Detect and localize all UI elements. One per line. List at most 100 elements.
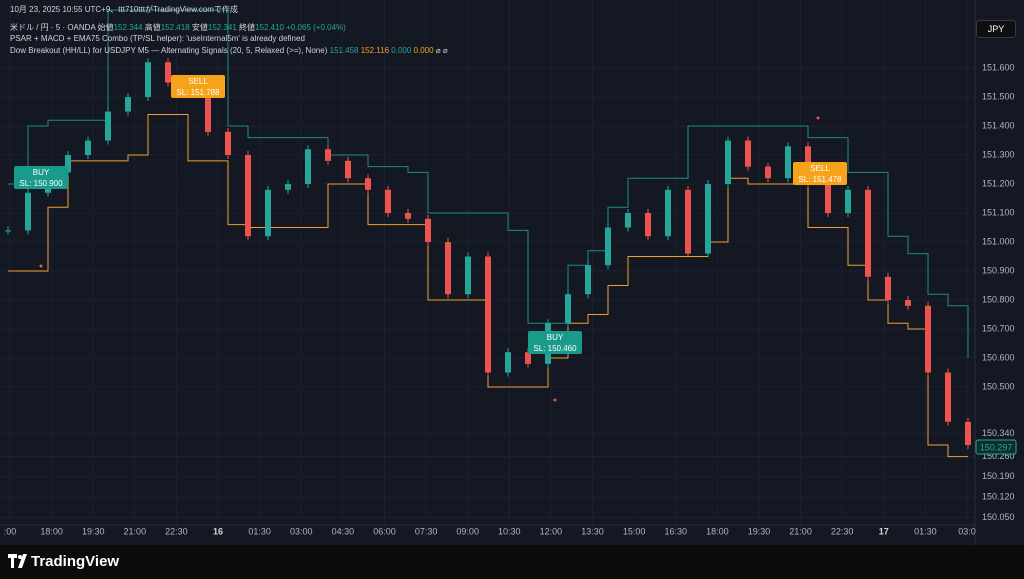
x-tick-label: 10:30	[498, 526, 521, 536]
value: 152.344	[113, 23, 143, 32]
price-tag-text: 150.297	[980, 442, 1013, 452]
upper-band	[8, 9, 969, 358]
signal-box: BUY SL: 150.460	[528, 331, 582, 354]
y-tick-label: 151.500	[982, 91, 1015, 101]
footer: TradingView	[0, 545, 1024, 579]
chart: 151.600 151.500 151.400 151.300 151.200 151.1…	[0, 0, 1024, 545]
candle	[845, 189, 851, 214]
candle	[85, 140, 91, 156]
y-tick-label: 151.200	[982, 178, 1015, 188]
candle	[885, 276, 891, 301]
candle	[145, 62, 151, 98]
x-tick-label: 18:00	[40, 526, 63, 536]
y-tick-label: 150.120	[982, 492, 1015, 502]
value: 152.410	[255, 23, 284, 32]
brand: TradingView	[31, 553, 120, 570]
x-tick-label: 15:00	[623, 526, 646, 536]
dot	[553, 398, 557, 402]
label: 安値	[191, 23, 208, 32]
y-tick-label: 151.600	[982, 62, 1015, 72]
x-tick-label: 03:0	[958, 526, 976, 536]
signal-sl: SL: 150.900	[19, 179, 63, 188]
x-tick-label: 06:00	[373, 526, 396, 536]
change: +0.065 (+0.04%)	[286, 23, 346, 32]
candle	[285, 184, 291, 190]
x-tick-label: 12:00	[540, 526, 563, 536]
candle	[25, 192, 31, 231]
candle	[925, 305, 931, 373]
candle	[5, 230, 11, 232]
x-tick-label: 17	[879, 526, 889, 536]
candle	[965, 421, 971, 445]
candle	[385, 189, 391, 214]
signal-type: BUY	[546, 333, 564, 342]
y-tick-label: 151.400	[982, 120, 1015, 130]
symbol: 米ドル / 円 · 5 · OANDA	[10, 23, 96, 32]
signal-box: SELL SL: 151.478	[793, 162, 847, 185]
y-tick-label: 150.190	[982, 471, 1015, 481]
x-tick-label: 21:00	[124, 526, 147, 536]
candle	[865, 189, 871, 277]
candle	[785, 146, 791, 179]
signal-box: BUY SL: 150.900	[14, 166, 68, 189]
x-tick-label: 01:30	[914, 526, 937, 536]
candle	[585, 265, 591, 295]
y-tick-label: 150.050	[982, 512, 1015, 522]
dot	[816, 116, 820, 120]
y-tick-label: 151.100	[982, 207, 1015, 217]
candle	[685, 189, 691, 254]
candle	[605, 227, 611, 266]
x-tick-label: 13:30	[581, 526, 604, 536]
candle	[505, 352, 511, 373]
signal-sl: SL: 150.460	[533, 344, 577, 353]
lower-band	[8, 113, 968, 458]
x-tick-label: 21:00	[789, 526, 812, 536]
candle	[705, 184, 711, 254]
y-tick-label: 151.000	[982, 236, 1015, 246]
x-tick-label: 19:30	[82, 526, 105, 536]
value: 0.000	[413, 46, 434, 55]
candle	[125, 97, 131, 112]
signal-type: BUY	[32, 168, 50, 177]
candle	[205, 91, 211, 132]
candle	[485, 256, 491, 373]
y-tick-label: 150.900	[982, 265, 1015, 275]
y-tick-label: 150.800	[982, 294, 1015, 304]
candle	[645, 213, 651, 237]
x-tick-label: 18:00	[706, 526, 729, 536]
x-tick-label: 03:00	[290, 526, 313, 536]
candle	[225, 131, 231, 156]
y-tick-label: 151.300	[982, 149, 1015, 159]
dot	[39, 264, 43, 268]
candle	[445, 242, 451, 295]
candle	[245, 155, 251, 237]
candle	[765, 166, 771, 179]
candle	[625, 213, 631, 228]
candle	[905, 300, 911, 306]
candle	[305, 149, 311, 185]
currency-button[interactable]: JPY	[976, 20, 1016, 38]
value: 152.116	[360, 46, 390, 55]
x-tick-label: 07:30	[415, 526, 438, 536]
y-tick-label: 150.700	[982, 323, 1015, 333]
x-tick-label: 16	[213, 526, 223, 536]
candle	[345, 160, 351, 179]
x-tick-label: 01:30	[248, 526, 271, 536]
y-tick-label: 150.600	[982, 352, 1015, 362]
candle	[945, 372, 951, 422]
candle	[665, 189, 671, 237]
candle	[825, 184, 831, 214]
signal-box: SELL SL: 151.788	[171, 75, 225, 98]
x-tick-label: 22:30	[165, 526, 188, 536]
chart-bg	[0, 0, 1024, 545]
label: 終値	[239, 23, 256, 32]
candle	[525, 352, 531, 364]
candle	[65, 155, 71, 173]
label: 高値	[144, 23, 161, 32]
candle	[265, 189, 271, 237]
candle	[165, 62, 171, 83]
x-tick-label: 22:30	[831, 526, 854, 536]
indicator: Dow Breakout (HH/LL) for USDJPY M5 — Alt…	[10, 46, 328, 55]
candle	[725, 140, 731, 185]
y-tick-label: 150.260	[982, 451, 1015, 461]
